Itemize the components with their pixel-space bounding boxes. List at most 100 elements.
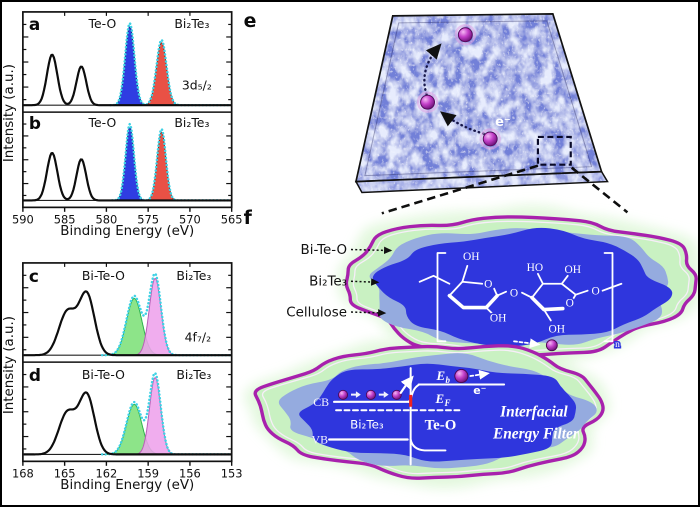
molecule-atom-label: HO [527,262,544,274]
annotation-bi2te3-b: Bi₂Te₃ [174,115,209,130]
panel-label-a: a [29,14,40,34]
xps-fit-peak [142,42,181,106]
panel-label-e: e [244,10,257,32]
tick-label: 570 [179,213,201,227]
interlayer-electron-arrow-icon [513,338,541,349]
molecule-atom-label: O [484,279,492,291]
blob-inner-line [352,220,690,352]
coated-grain-top [344,215,698,358]
fermi-energy-label: E [435,391,445,406]
ch2oh-arm-2 [542,308,552,322]
annotation-te-o-b: Te-O [88,115,117,130]
panel-label-c: c [29,266,39,286]
annotation-bi2te3-c: Bi₂Te₃ [176,268,211,283]
ring2-oh-bonds [537,272,569,285]
oh-bond-1 [485,306,494,315]
chain-tail-left [418,274,451,285]
ch2oh-arm-1 [461,265,469,283]
te-o-region-label: Te-O [425,418,457,434]
xps-fit-peak [111,26,148,106]
electron-sphere-icon [454,369,469,384]
y-axis-label: Intensity (a.u.) [2,316,17,414]
xps-component-curve [23,53,232,107]
annotation-3d52: 3d₅/₂ [182,77,212,92]
band-diagram: CB VB Bi₂Te₃ Te-O E b E F e⁻ Interfacial… [312,338,580,466]
tick-label: 153 [221,467,243,481]
annotation-bi-te-o-d: Bi-Te-O [82,367,125,382]
interfacial-filter-label-1: Interfacial [499,404,568,421]
electron-label: e⁻ [473,384,486,397]
leader-bi-te-o: Bi-Te-O [301,243,347,258]
xps-component-curve [23,391,231,456]
xps-te3d-plot: a b Te-O Bi₂Te₃ 3d₅/₂ Te-O Bi₂Te₃ Bindin… [2,11,243,239]
tick-label: 590 [12,213,34,227]
xps-fit-peak [113,126,147,201]
electron-sphere-icon [479,128,501,150]
electron-sphere-icon [416,91,439,113]
xps-fit-peak [144,131,179,201]
electron-flow-arrow-icon [350,391,361,398]
xps-bi4f-plot: c d Bi-Te-O Bi₂Te₃ 4f₇/₂ Bi-Te-O Bi₂Te₃ … [2,262,243,493]
vb-bending-curve [409,438,447,452]
xps-raw-data-dots [100,371,233,456]
y-axis-label: Intensity (a.u.) [2,64,17,162]
over-barrier-arrow-icon [399,375,414,394]
annotation-te-o-a: Te-O [88,16,117,31]
molecule-atom-label: OH [490,312,507,324]
molecule-atom-label: O [566,298,574,310]
panel-label-b: b [29,113,41,133]
xps-fit-peak [132,277,178,356]
leader-arrow-icon [350,278,380,286]
annotation-4f72: 4f₇/₂ [185,329,211,344]
electron-sphere-icon [365,389,376,400]
tick-label: 575 [137,213,159,227]
blob-inner-line [261,349,597,475]
electron-sphere-icon [391,389,402,400]
glycosidic-bridge [496,290,533,299]
leader-arrow-icon [350,309,387,317]
interfacial-filter-label-2: Energy Filter [492,426,580,443]
leader-cellulose: Cellulose [286,306,347,321]
plot-frame [22,11,233,209]
tick-label: 580 [95,213,117,227]
electron-label: e⁻ [495,115,511,130]
electron-hop-path-icon [423,43,442,96]
chain-tail-right [574,282,623,296]
barrier-energy-sub: b [445,375,450,385]
ring1-bottom [447,293,499,310]
molecule-atom-label: O [591,286,599,298]
tick-label: 156 [179,467,201,481]
electron-sphere-icon [545,339,558,352]
electron-sphere-icon [338,389,349,400]
x-axis-label: Binding Energy (eV) [60,224,194,239]
plot-frame [22,262,233,463]
panel-label-f: f [244,207,253,229]
slab-inner-rim [364,20,593,177]
vb-label: VB [312,433,329,447]
zoom-region-box [536,135,572,166]
leader-bi2te3: Bi₂Te₃ [309,275,347,290]
molecule-atom-label: OH [564,264,581,276]
tick-label: 159 [137,467,159,481]
fermi-energy-sub: F [443,398,450,408]
bracket-left [436,252,447,343]
zoom-cone-line [570,166,629,214]
panel-label-d: d [29,365,41,385]
tick-label: 165 [54,467,76,481]
blob-core [299,363,577,462]
x-axis-label: Binding Energy (eV) [60,478,194,493]
molecule-atom-label: OH [549,323,566,335]
tick-label: 162 [95,467,117,481]
annotation-bi2te3-a: Bi₂Te₃ [174,16,209,31]
bracket-right [603,252,614,343]
electron-flow-arrow-icon [378,391,389,398]
tick-label: 168 [12,467,34,481]
electron-sphere-icon [454,24,477,46]
bi2te3-region-label: Bi₂Te₃ [350,418,384,432]
molecule-atom-label: OH [463,251,480,263]
barrier-energy-label: E [436,368,446,383]
